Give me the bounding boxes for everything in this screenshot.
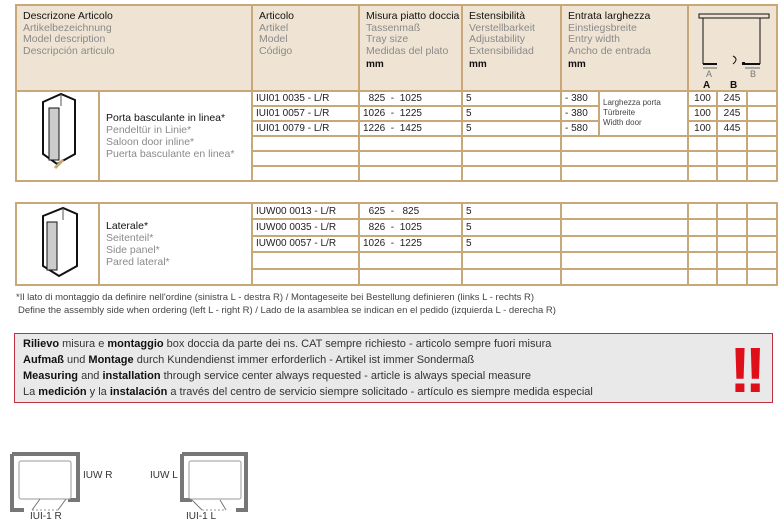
header-tray-size: Misura piatto doccia Tassenmaß Tray size Me… — [358, 4, 463, 92]
empty-cell — [745, 90, 779, 107]
tray-size: 1026 - 1225 — [358, 105, 463, 122]
adjustability: 5 — [461, 234, 562, 254]
empty-row — [16, 135, 779, 152]
adjustability: 5 — [461, 90, 562, 107]
entry-width: - 380 — [560, 90, 600, 107]
svg-text:A: A — [703, 80, 710, 90]
adjustability: 5 — [461, 218, 562, 237]
footnote-line-1: *Il lato di montaggio da definire nell'o… — [16, 292, 535, 303]
svg-text:B: B — [730, 80, 737, 90]
entry-note: Larghezza porta Türbreite Width door — [598, 90, 689, 137]
empty-row — [16, 267, 778, 287]
label-iui-r: IUI-1 R — [30, 511, 62, 522]
plan-right-icon — [10, 452, 80, 512]
warning-line-it: Rilievo misura e montaggio box doccia da… — [23, 338, 552, 350]
tray-size: 826 - 1025 — [358, 218, 463, 237]
header-diagram: A B A B — [686, 4, 779, 92]
empty-cell — [745, 120, 779, 137]
label-iui-l: IUI-1 L — [186, 511, 217, 522]
dim-b: 245 — [716, 105, 748, 122]
tray-size: 625 - 825 — [358, 201, 463, 221]
dim-b: 245 — [716, 90, 748, 107]
tray-size: 1226 - 1425 — [358, 120, 463, 137]
entry-width: - 380 — [560, 105, 600, 122]
exclamation-icon: !! — [729, 334, 766, 406]
shower-door-icon — [41, 93, 76, 170]
adjustability: 5 — [461, 201, 562, 221]
saloon-door-description: Porta basculante in linea* Pendeltür in L… — [98, 90, 253, 182]
entry-width: - 580 — [560, 120, 600, 137]
article-code: IUW00 0013 - L/R — [251, 201, 360, 221]
empty-row — [16, 165, 779, 182]
article-code: IUI01 0057 - L/R — [251, 105, 360, 122]
door-diagram-icon: A B A B — [698, 13, 770, 90]
adjustability: 5 — [461, 120, 562, 137]
dim-a: 100 — [687, 90, 718, 107]
warning-box: Rilievo misura e montaggio box doccia da… — [14, 333, 773, 403]
header-article: Articolo Artikel Model Código — [251, 4, 360, 92]
article-code: IUI01 0079 - L/R — [251, 120, 360, 137]
svg-text:B: B — [750, 69, 756, 79]
empty-row — [16, 251, 778, 270]
header-entry-width: Entrata larghezza Einstiegsbreite Entry wi… — [560, 4, 689, 92]
dim-b: 445 — [716, 120, 748, 137]
article-code: IUW00 0035 - L/R — [251, 218, 360, 237]
warning-line-es: La medición y la instalación a través de… — [23, 386, 593, 398]
label-iuw-l: IUW L — [150, 470, 178, 481]
article-code: IUI01 0035 - L/R — [251, 90, 360, 107]
side-panel-description: Laterale* Seitenteil* Side panel* Pared lat… — [98, 202, 253, 286]
tray-size: 825 - 1025 — [358, 90, 463, 107]
dim-a: 100 — [687, 120, 718, 137]
svg-text:A: A — [706, 69, 712, 79]
header-description: Descrizone Articolo Artikelbezeichnung Mod… — [15, 4, 253, 92]
empty-row — [16, 150, 779, 167]
product-table-side-panel: Laterale* Seitenteil* Side panel* Pared lat… — [15, 201, 778, 287]
article-code: IUW00 0057 - L/R — [251, 234, 360, 254]
tray-size: 1026 - 1225 — [358, 234, 463, 254]
header-adjustability: Estensibilità Verstellbarkeit Adjustabilit… — [461, 4, 562, 92]
side-panel-icon — [41, 206, 78, 278]
saloon-door-image — [15, 90, 100, 182]
side-panel-image — [15, 202, 100, 286]
adjustability: 5 — [461, 105, 562, 122]
label-iuw-r: IUW R — [83, 470, 113, 481]
empty-cell — [745, 105, 779, 122]
plan-left-icon — [180, 452, 248, 512]
product-table-saloon-door: Descrizone Articolo Artikelbezeichnung Mod… — [15, 4, 779, 182]
footnote-line-2: Define the assembly side when ordering (… — [18, 305, 556, 316]
dim-a: 100 — [687, 105, 718, 122]
warning-line-de: Aufmaß und Montage durch Kundendienst im… — [23, 354, 475, 366]
warning-line-en: Measuring and installation through servi… — [23, 370, 532, 382]
